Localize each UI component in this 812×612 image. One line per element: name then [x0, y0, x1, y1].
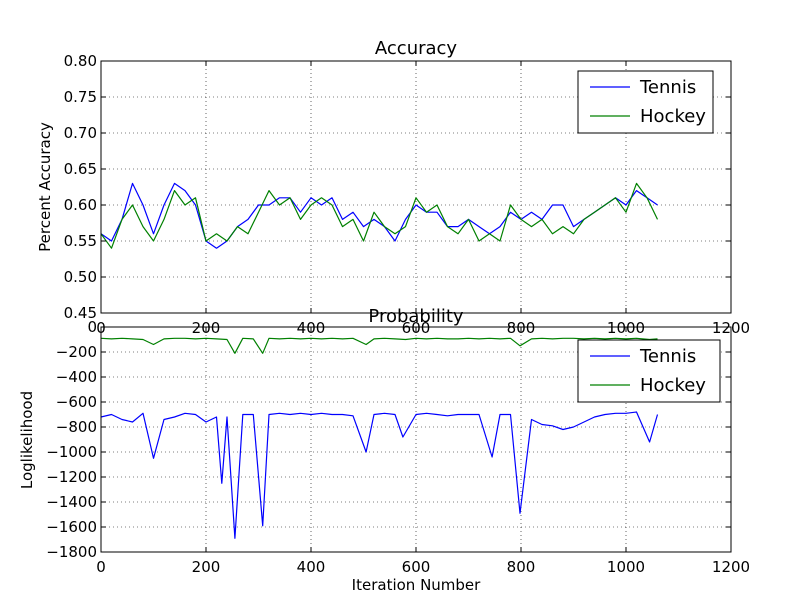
accuracy-legend: Tennis Hockey: [577, 70, 714, 134]
accuracy-legend-box: [577, 70, 714, 134]
probability-series-tennis: [100, 411, 659, 539]
accuracy-ylabel: Percent Accuracy: [36, 122, 54, 252]
accuracy-title: Accuracy: [375, 38, 458, 59]
accuracy-legend-hockey-label: Hockey: [640, 106, 706, 127]
probability-ytick-label: −1800: [46, 543, 97, 561]
probability-subplot: Probability Loglikelihood Iteration Numb…: [18, 306, 750, 594]
probability-ytick-label: 0: [87, 318, 97, 336]
probability-ytick-label: −400: [56, 368, 97, 386]
probability-legend: Tennis Hockey: [577, 339, 721, 403]
probability-ytick-label: −600: [56, 393, 97, 411]
accuracy-ytick-label: 0.80: [64, 52, 97, 70]
accuracy-ytick-label: 0.50: [64, 268, 97, 286]
accuracy-legend-tennis-label: Tennis: [639, 77, 696, 98]
probability-series-hockey: [100, 337, 658, 354]
accuracy-ytick-label: 0.75: [64, 88, 97, 106]
probability-ytick-label: −1400: [46, 493, 97, 511]
accuracy-series: [100, 182, 659, 249]
probability-ytick-label: −200: [56, 343, 97, 361]
probability-legend-box: [577, 339, 721, 403]
probability-ytick-label: −1200: [46, 468, 97, 486]
probability-ytick-label: −1600: [46, 518, 97, 536]
probability-ytick-label: −1000: [46, 443, 97, 461]
accuracy-ytick-label: 0.65: [64, 160, 97, 178]
probability-legend-tennis-label: Tennis: [639, 346, 696, 367]
probability-title: Probability: [368, 306, 463, 327]
accuracy-series-hockey: [100, 182, 659, 249]
probability-xtick-label: 0: [96, 558, 106, 576]
accuracy-ytick-label: 0.70: [64, 124, 97, 142]
probability-xtick-label: 400: [297, 558, 326, 576]
probability-ticks: 0 200 400 600 800 1000 1200 −1800 −1600 −1400 −120…: [46, 318, 750, 576]
probability-xlabel: Iteration Number: [352, 576, 481, 594]
probability-xtick-label: 1000: [607, 558, 645, 576]
probability-ytick-label: −800: [56, 418, 97, 436]
probability-xtick-label: 200: [192, 558, 221, 576]
accuracy-series-tennis: [100, 182, 658, 249]
probability-series: [100, 337, 659, 539]
probability-xtick-label: 1200: [712, 558, 750, 576]
probability-ylabel: Loglikelihood: [18, 391, 36, 489]
probability-legend-hockey-label: Hockey: [640, 375, 706, 396]
accuracy-ytick-label: 0.55: [64, 232, 97, 250]
accuracy-ytick-label: 0.60: [64, 196, 97, 214]
probability-xtick-label: 800: [507, 558, 536, 576]
probability-xtick-label: 600: [402, 558, 431, 576]
accuracy-ytick-label: 0.45: [64, 304, 97, 322]
